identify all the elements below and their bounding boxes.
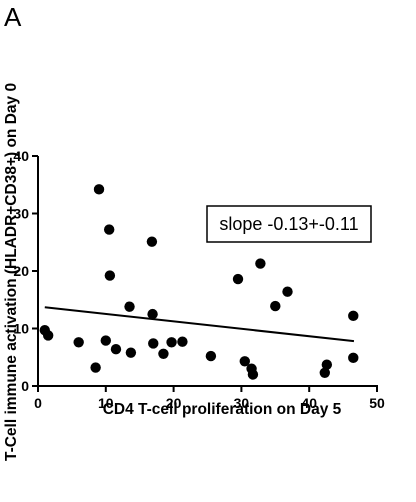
data-point <box>158 348 169 359</box>
regression-line <box>44 306 355 343</box>
y-tick-label: 30 <box>13 206 29 222</box>
data-point <box>239 356 250 367</box>
data-point <box>148 338 159 349</box>
data-point <box>166 337 177 348</box>
y-axis-title-group: T-Cell immune activation (HLADR+CD38+) o… <box>3 83 20 461</box>
data-point <box>93 184 105 195</box>
data-point <box>232 273 244 285</box>
slope-annotation: slope -0.13+-0.11 <box>219 214 358 234</box>
data-point <box>110 344 122 355</box>
panel-label: A <box>4 2 22 32</box>
data-point <box>147 308 158 320</box>
data-point <box>348 352 359 364</box>
y-tick-label: 10 <box>13 321 29 337</box>
data-point <box>90 362 101 373</box>
x-tick-label: 10 <box>98 395 114 411</box>
data-point <box>321 359 333 370</box>
y-tick-label: 40 <box>13 148 29 164</box>
data-point <box>42 330 54 341</box>
data-point <box>103 224 115 235</box>
axes: 0 10 20 30 40 50 0 10 20 30 40 <box>13 148 385 411</box>
data-point <box>146 236 158 247</box>
y-axis-title: T-Cell immune activation (HLADR+CD38+) o… <box>3 83 20 461</box>
data-points <box>39 184 359 380</box>
data-point <box>73 337 84 348</box>
data-point <box>348 310 359 322</box>
data-point <box>282 286 293 297</box>
slope-annotation-box <box>206 205 372 243</box>
data-point <box>319 367 330 378</box>
x-tick-label: 50 <box>369 395 385 411</box>
data-point <box>125 347 137 358</box>
data-point <box>177 336 188 347</box>
x-tick-label: 30 <box>234 395 250 411</box>
regression-line-group <box>44 306 355 343</box>
x-tick-label: 0 <box>34 395 42 411</box>
data-point <box>270 300 281 312</box>
x-tick-label: 20 <box>166 395 182 411</box>
data-point <box>247 369 259 380</box>
x-tick-label: 40 <box>301 395 317 411</box>
y-tick-label: 0 <box>21 378 29 394</box>
data-point <box>100 335 112 346</box>
data-point <box>255 258 266 269</box>
data-point <box>205 350 217 362</box>
data-point <box>104 270 116 281</box>
data-point <box>124 301 135 312</box>
y-tick-label: 20 <box>13 263 29 279</box>
x-axis-title: CD4 T-cell proliferation on Day 5 <box>103 401 342 418</box>
